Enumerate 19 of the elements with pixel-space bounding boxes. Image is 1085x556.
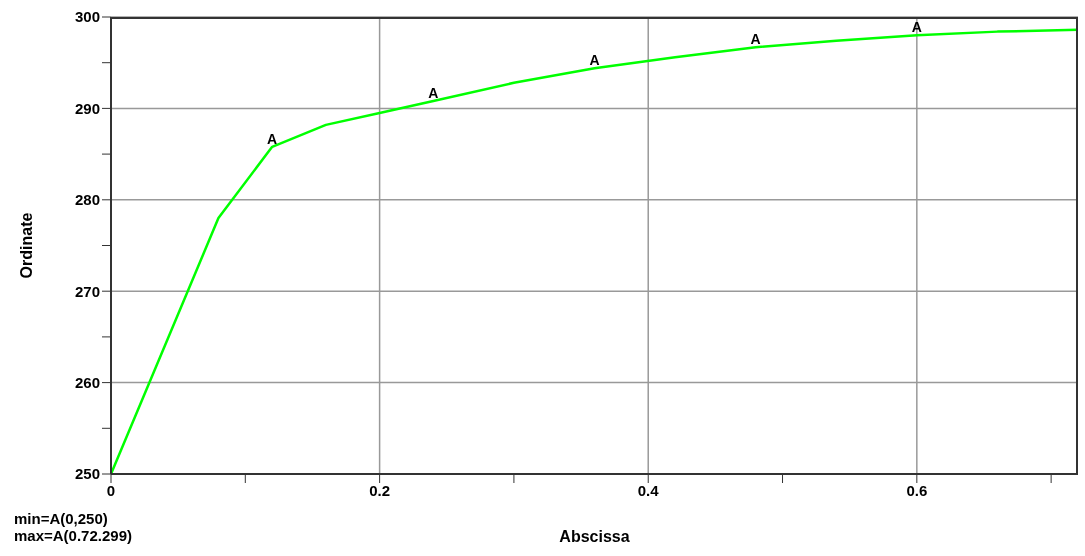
text: min=A(0,250) [14, 510, 109, 527]
x-tick-label: 0.4 [637, 481, 660, 499]
y-axis-title: Ordinate [17, 212, 35, 279]
text: A [750, 31, 761, 48]
y-tick-label: 290 [74, 99, 100, 117]
y-tick-label: 270 [74, 282, 100, 300]
series-label: A [911, 19, 922, 36]
y-tick-label: 260 [74, 373, 100, 391]
text: A [267, 130, 278, 147]
x-tick-label: 0.2 [369, 481, 391, 499]
x-axis-title: Abscissa [559, 528, 630, 545]
text: A [589, 52, 600, 69]
x-tick-label: 0.6 [906, 481, 928, 499]
y-tick-label: 300 [74, 8, 100, 26]
text: A [428, 85, 439, 102]
x-tick-label: 0 [106, 481, 116, 499]
y-tick-label: 280 [74, 191, 100, 209]
text: max=A(0.72.299) [14, 527, 132, 544]
y-tick-label: 250 [74, 465, 100, 483]
